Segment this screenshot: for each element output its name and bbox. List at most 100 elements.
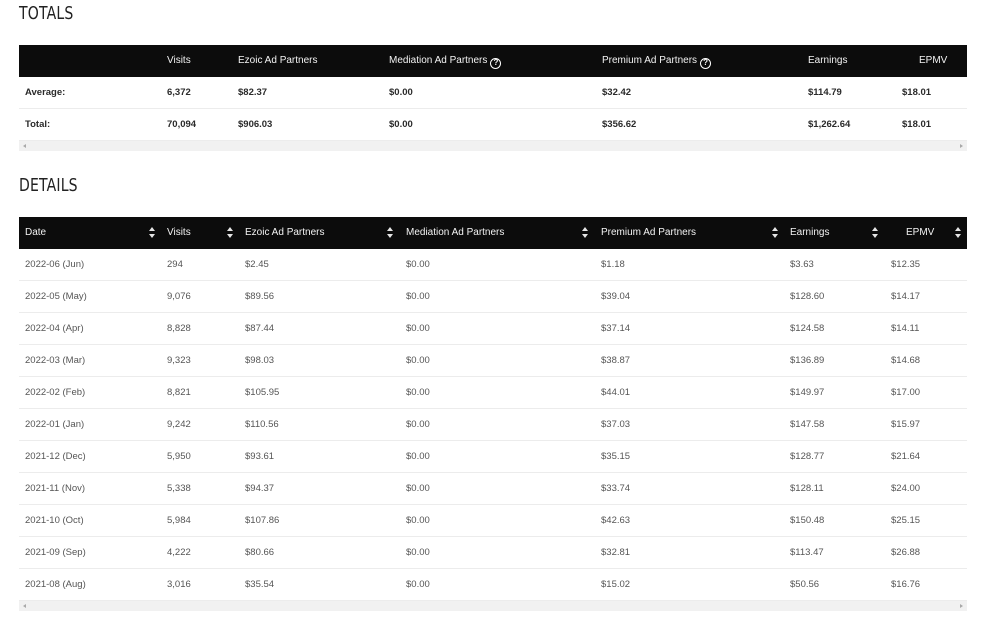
details-cell-visits: 9,323 <box>167 355 191 366</box>
details-cell-mediation: $0.00 <box>406 451 430 462</box>
totals-cell-premium: $32.42 <box>602 87 632 98</box>
details-row: 2022-04 (Apr) 8,828 $87.44 $0.00 $37.14 $124.… <box>19 313 967 345</box>
sort-arrows-icon[interactable] <box>581 226 589 240</box>
details-cell-visits: 5,984 <box>167 515 191 526</box>
details-row: 2022-05 (May) 9,076 $89.56 $0.00 $39.04 $128.… <box>19 281 967 313</box>
details-cell-visits: 8,821 <box>167 387 191 398</box>
details-header-ezoic[interactable]: Ezoic Ad Partners <box>245 227 325 238</box>
sort-arrows-icon[interactable] <box>148 226 156 240</box>
details-cell-mediation: $0.00 <box>406 483 430 494</box>
details-row: 2022-03 (Mar) 9,323 $98.03 $0.00 $38.87 $136.… <box>19 345 967 377</box>
details-cell-ezoic: $105.95 <box>245 387 280 398</box>
details-header-premium[interactable]: Premium Ad Partners <box>601 227 697 238</box>
details-cell-epmv: $15.97 <box>891 419 921 430</box>
totals-header-mediation: Mediation Ad Partners? <box>389 45 502 77</box>
details-cell-earnings: $3.63 <box>790 259 814 270</box>
details-cell-ezoic: $35.54 <box>245 579 275 590</box>
sort-arrows-icon[interactable] <box>954 226 962 240</box>
details-cell-visits: 5,950 <box>167 451 191 462</box>
details-cell-premium: $37.03 <box>601 419 631 430</box>
details-cell-mediation: $0.00 <box>406 547 430 558</box>
details-cell-visits: 8,828 <box>167 323 191 334</box>
details-cell-earnings: $149.97 <box>790 387 825 398</box>
details-row: 2022-02 (Feb) 8,821 $105.95 $0.00 $44.01 $149… <box>19 377 967 409</box>
details-cell-date: 2021-08 (Aug) <box>25 579 86 590</box>
details-table: Date Visits Ezoic Ad Partners Mediation … <box>19 217 967 611</box>
totals-header-visits: Visits <box>167 55 191 66</box>
details-cell-premium: $38.87 <box>601 355 631 366</box>
totals-body: Average: 6,372 $82.37 $0.00 $32.42 $114.79 $18… <box>19 77 967 141</box>
details-cell-date: 2021-10 (Oct) <box>25 515 84 526</box>
details-cell-date: 2022-06 (Jun) <box>25 259 85 270</box>
scroll-right-icon[interactable] <box>960 604 963 608</box>
totals-cell-visits: 70,094 <box>167 119 197 130</box>
totals-row: Average: 6,372 $82.37 $0.00 $32.42 $114.79 $18… <box>19 77 967 109</box>
totals-cell-earnings: $1,262.64 <box>808 119 851 130</box>
details-cell-mediation: $0.00 <box>406 579 430 590</box>
details-cell-ezoic: $107.86 <box>245 515 280 526</box>
details-row: 2021-08 (Aug) 3,016 $35.54 $0.00 $15.02 $50.5… <box>19 569 967 601</box>
scroll-left-icon[interactable] <box>23 144 26 148</box>
details-cell-ezoic: $2.45 <box>245 259 269 270</box>
details-cell-earnings: $150.48 <box>790 515 825 526</box>
details-cell-epmv: $12.35 <box>891 259 921 270</box>
totals-cell-earnings: $114.79 <box>808 87 842 98</box>
details-cell-earnings: $128.77 <box>790 451 825 462</box>
details-row: 2022-01 (Jan) 9,242 $110.56 $0.00 $37.03 $147… <box>19 409 967 441</box>
details-cell-date: 2022-01 (Jan) <box>25 419 85 430</box>
details-cell-premium: $33.74 <box>601 483 631 494</box>
details-cell-premium: $15.02 <box>601 579 631 590</box>
totals-cell-label: Average: <box>25 87 66 98</box>
sort-arrows-icon[interactable] <box>771 226 779 240</box>
details-body: 2022-06 (Jun) 294 $2.45 $0.00 $1.18 $3.63 $12.… <box>19 249 967 601</box>
details-cell-earnings: $136.89 <box>790 355 825 366</box>
totals-row: Total: 70,094 $906.03 $0.00 $356.62 $1,262.64… <box>19 109 967 141</box>
details-cell-epmv: $21.64 <box>891 451 921 462</box>
details-header-epmv[interactable]: EPMV <box>906 227 935 238</box>
help-circle-icon[interactable]: ? <box>700 58 712 69</box>
details-cell-mediation: $0.00 <box>406 355 430 366</box>
sort-arrows-icon[interactable] <box>871 226 879 240</box>
details-cell-premium: $44.01 <box>601 387 631 398</box>
details-cell-ezoic: $94.37 <box>245 483 275 494</box>
details-cell-epmv: $14.17 <box>891 291 921 302</box>
details-header-row: Date Visits Ezoic Ad Partners Mediation … <box>19 217 967 249</box>
details-cell-earnings: $113.47 <box>790 547 824 558</box>
details-cell-date: 2021-11 (Nov) <box>25 483 86 494</box>
totals-cell-label: Total: <box>25 119 51 130</box>
totals-cell-ezoic: $82.37 <box>238 87 268 98</box>
details-cell-ezoic: $87.44 <box>245 323 275 334</box>
details-cell-ezoic: $93.61 <box>245 451 275 462</box>
details-header-mediation[interactable]: Mediation Ad Partners <box>406 227 505 238</box>
totals-cell-mediation: $0.00 <box>389 87 413 98</box>
details-cell-earnings: $124.58 <box>790 323 825 334</box>
details-cell-visits: 5,338 <box>167 483 191 494</box>
details-row: 2021-09 (Sep) 4,222 $80.66 $0.00 $32.81 $113.… <box>19 537 967 569</box>
totals-table: Visits Ezoic Ad Partners Mediation Ad Pa… <box>19 45 967 151</box>
totals-cell-ezoic: $906.03 <box>238 119 273 130</box>
details-cell-premium: $35.15 <box>601 451 631 462</box>
totals-horizontal-scrollbar[interactable] <box>19 141 967 151</box>
details-cell-earnings: $50.56 <box>790 579 820 590</box>
details-cell-date: 2021-12 (Dec) <box>25 451 86 462</box>
details-cell-epmv: $25.15 <box>891 515 921 526</box>
details-header-date[interactable]: Date <box>25 227 47 238</box>
details-title: DETAILS <box>19 175 78 196</box>
details-cell-ezoic: $98.03 <box>245 355 275 366</box>
details-horizontal-scrollbar[interactable] <box>19 601 967 611</box>
totals-header-premium: Premium Ad Partners? <box>602 45 712 77</box>
details-header-visits[interactable]: Visits <box>167 227 191 238</box>
scroll-right-icon[interactable] <box>960 144 963 148</box>
totals-cell-visits: 6,372 <box>167 87 191 98</box>
details-cell-date: 2022-04 (Apr) <box>25 323 84 334</box>
details-cell-date: 2022-02 (Feb) <box>25 387 86 398</box>
help-circle-icon[interactable]: ? <box>490 58 502 69</box>
details-cell-epmv: $26.88 <box>891 547 921 558</box>
totals-cell-epmv: $18.01 <box>902 87 932 98</box>
sort-arrows-icon[interactable] <box>386 226 394 240</box>
details-cell-mediation: $0.00 <box>406 419 430 430</box>
details-header-earnings[interactable]: Earnings <box>790 227 830 238</box>
details-cell-ezoic: $80.66 <box>245 547 275 558</box>
scroll-left-icon[interactable] <box>23 604 26 608</box>
sort-arrows-icon[interactable] <box>226 226 234 240</box>
